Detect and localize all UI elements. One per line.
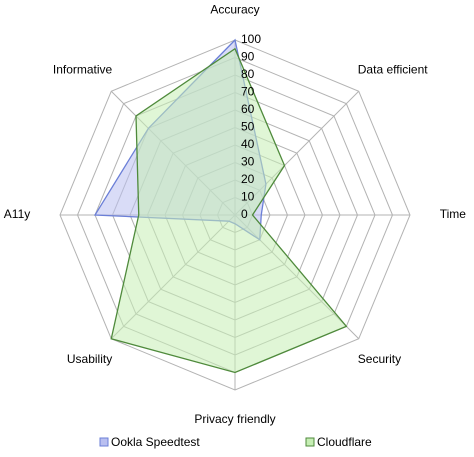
series-area [110,47,348,374]
legend-swatch [305,437,315,447]
category-label: Accuracy [210,2,259,16]
r-tick-label: 90 [241,50,255,64]
legend-label: Cloudflare [317,435,372,449]
r-tick-label: 0 [241,207,248,221]
legend-label: Ookla Speedtest [111,435,200,449]
r-tick-label: 80 [241,67,255,81]
category-label: Data efficient [358,62,428,76]
category-label: Usability [67,352,112,366]
r-tick-label: 30 [241,155,255,169]
category-label: Informative [53,62,113,76]
legend-swatch [99,437,109,447]
category-label: Time [440,207,467,221]
category-label: Privacy friendly [194,412,275,426]
r-tick-label: 10 [241,190,255,204]
r-tick-label: 50 [241,120,255,134]
category-label: A11y [4,207,30,221]
r-tick-label: 20 [241,172,255,186]
r-tick-label: 40 [241,137,255,151]
r-tick-label: 70 [241,85,255,99]
r-tick-label: 60 [241,102,255,116]
category-label: Security [358,352,401,366]
r-tick-label: 100 [241,32,261,46]
